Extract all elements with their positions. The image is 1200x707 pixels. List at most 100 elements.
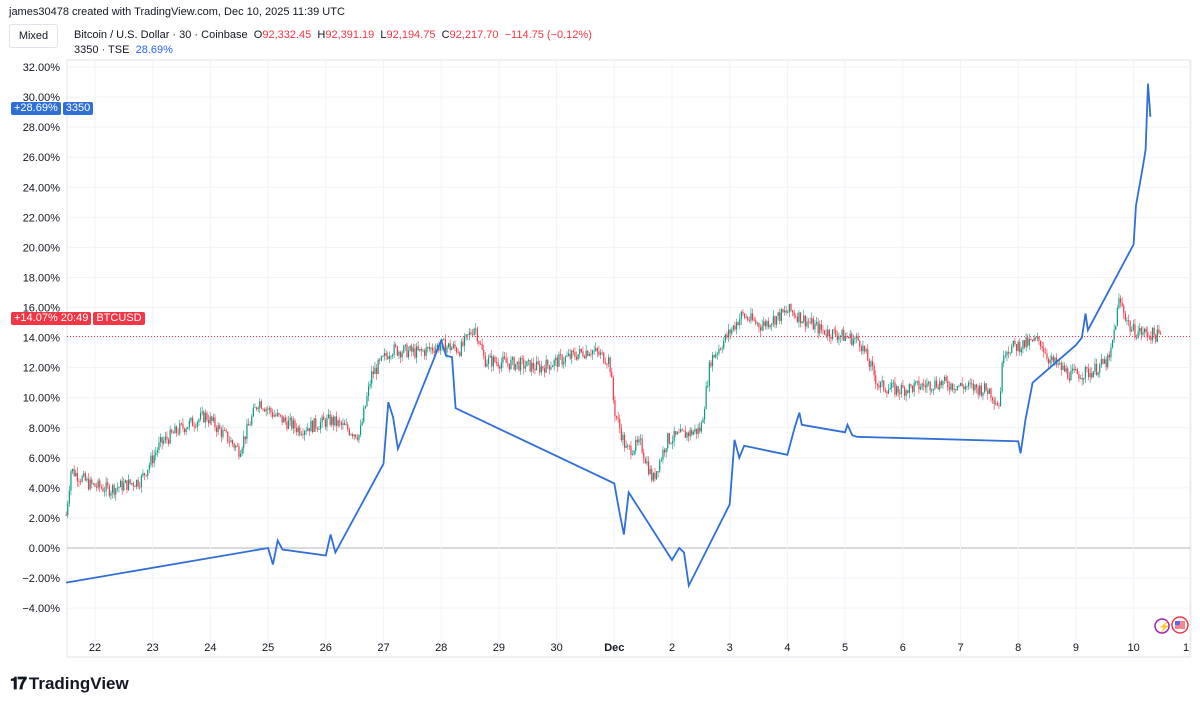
btc-candle [894, 382, 896, 395]
btc-candle [108, 485, 110, 496]
x-tick-label: 7 [957, 642, 963, 654]
btc-candle [281, 415, 283, 423]
btc-candle [423, 350, 426, 356]
btc-candle [179, 423, 181, 434]
btc-candle [524, 366, 526, 369]
flag-icons[interactable]: ⚡ [1154, 616, 1189, 634]
lightning-icon: ⚡ [1158, 620, 1170, 633]
btc-candle [798, 312, 800, 322]
btc-candle [185, 429, 187, 433]
btc-candle [271, 412, 274, 417]
btc-candle [463, 336, 466, 346]
y-tick-label: 18.00% [23, 272, 61, 284]
btc-candle [687, 432, 690, 437]
btc-candle [1140, 327, 1142, 335]
btc-candle [750, 313, 752, 321]
btc-candle [531, 362, 533, 372]
btc-candle [188, 420, 190, 428]
btc-candle [398, 351, 400, 356]
btc-candle [100, 487, 102, 489]
btc-candle [881, 380, 883, 383]
btc-candle [932, 388, 934, 391]
btc-candle [198, 419, 200, 423]
btc-candle [350, 434, 352, 436]
tse-symbol-name[interactable]: 3350 · TSE [74, 44, 130, 56]
btc-candle [654, 473, 656, 479]
change-value: −114.75 (−0.12%) [504, 29, 592, 41]
btc-candle [187, 427, 189, 430]
btc-candle [556, 357, 558, 367]
btc-candle [252, 407, 254, 417]
close-value: 92,217.70 [449, 29, 499, 41]
btc-candle [409, 345, 411, 351]
btc-candle [884, 390, 886, 392]
btc-candle [622, 434, 624, 441]
btc-candle [1006, 351, 1008, 356]
btc-candle [337, 420, 339, 426]
btc-candle [1020, 349, 1022, 353]
btc-candle [444, 339, 446, 353]
btc-candle [950, 383, 952, 390]
btc-candle [609, 357, 611, 372]
btc-candle [809, 322, 811, 324]
y-tick-label: 12.00% [23, 363, 61, 375]
scale-mode-button[interactable]: Mixed [9, 24, 58, 48]
btc-candle [433, 350, 435, 353]
btc-candle [916, 380, 918, 382]
btc-candle [859, 340, 861, 347]
btc-candle [331, 416, 333, 425]
btc-candle [172, 432, 174, 434]
btc-candle [539, 364, 541, 373]
btc-candle [329, 414, 331, 425]
btc-candle [1091, 373, 1093, 378]
btc-candle [308, 428, 310, 432]
btc-candle [284, 417, 286, 422]
btc-candle [137, 479, 139, 487]
btc-symbol-name[interactable]: Bitcoin / U.S. Dollar · 30 · Coinbase [74, 29, 248, 41]
btc-candle [707, 386, 709, 387]
btc-candle [414, 348, 416, 358]
btc-candle [1068, 377, 1070, 381]
btc-candle [967, 382, 970, 387]
btc-candle [1035, 338, 1037, 339]
btc-candle [790, 304, 792, 311]
btc-candle [913, 383, 915, 392]
btc-candle [215, 427, 218, 433]
btc-candle [585, 350, 587, 359]
btc-candle [1148, 336, 1150, 338]
btc-candle [1070, 370, 1072, 381]
btc-candle [595, 348, 597, 351]
btc-candle [316, 428, 318, 430]
btc-candle [97, 480, 99, 488]
btc-candle [628, 445, 630, 447]
btc-candle [923, 383, 925, 386]
btc-candle [211, 416, 213, 421]
btc-candle [959, 383, 962, 386]
btc-candle [627, 445, 629, 447]
btc-candle [455, 347, 458, 353]
btc-candle [588, 354, 590, 356]
btc-candle [1110, 347, 1112, 358]
btc-candle [883, 380, 885, 391]
btc-candle [183, 428, 186, 433]
btc-candle [1094, 363, 1096, 372]
btc-candle [574, 352, 576, 357]
btc-candle [823, 330, 826, 335]
btc-candle [471, 334, 474, 335]
btc-candle [572, 350, 574, 353]
tradingview-logo[interactable]: 𝟏𝟕 TradingView [10, 674, 129, 694]
btc-candle [150, 455, 152, 465]
btc-candle [740, 311, 742, 319]
btc-candle [1159, 333, 1162, 334]
btc-candle [105, 482, 107, 492]
btc-candle [897, 386, 899, 393]
y-tick-label: 10.00% [23, 393, 61, 405]
btc-candle [263, 409, 266, 412]
btc-candle [415, 346, 418, 358]
btc-candle [1083, 377, 1085, 380]
btc-candle [521, 358, 523, 360]
btc-candle [772, 316, 774, 324]
btc-candle [684, 430, 686, 438]
y-tick-label: 20.00% [23, 242, 61, 254]
